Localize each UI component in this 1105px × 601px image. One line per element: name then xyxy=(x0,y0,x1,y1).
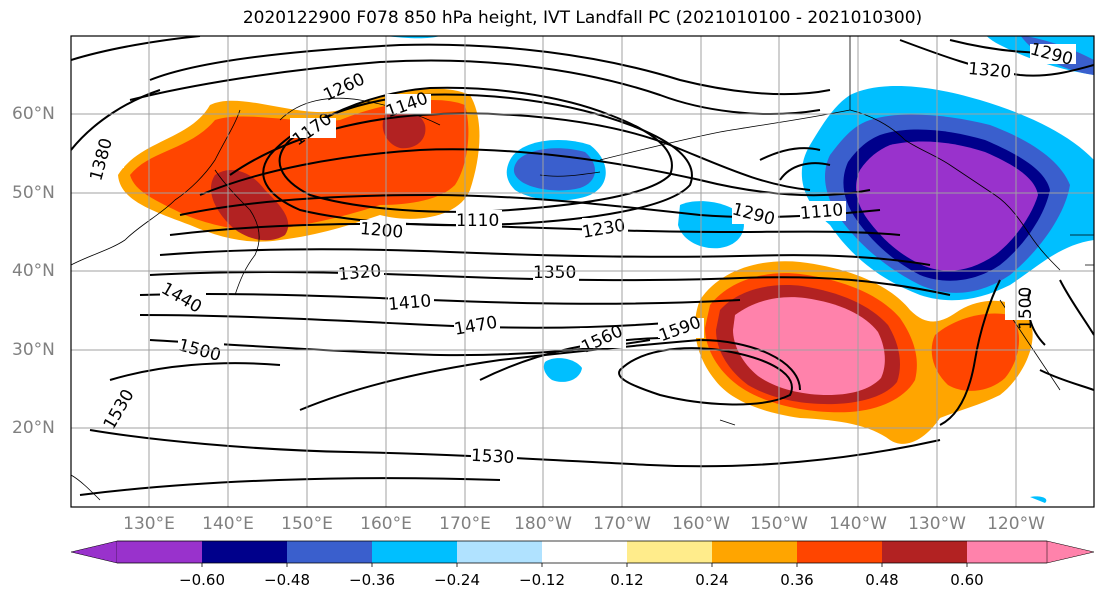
contour-label: 1440 xyxy=(158,279,205,318)
contour-label: 1110 xyxy=(799,200,844,224)
lon-label: 130°E xyxy=(123,514,175,534)
contour-label: 1500 xyxy=(1016,287,1036,330)
lon-label: 170°E xyxy=(439,514,491,534)
lon-label: 160°E xyxy=(360,514,412,534)
colorbar xyxy=(70,540,1095,567)
contour-label: 1530 xyxy=(470,446,514,468)
map-title: 2020122900 F078 850 hPa height, IVT Land… xyxy=(242,8,923,28)
lon-label: 180°W xyxy=(514,514,572,534)
lat-label: 60°N xyxy=(12,104,55,124)
lat-label: 20°N xyxy=(12,418,55,438)
lon-label: 170°W xyxy=(593,514,651,534)
lon-label: 130°W xyxy=(908,514,966,534)
colorbar-tick-label: 0.48 xyxy=(865,571,899,589)
lon-label: 120°W xyxy=(987,514,1045,534)
colorbar-tick-label: −0.60 xyxy=(179,571,225,589)
colorbar-tick-label: −0.12 xyxy=(519,571,565,589)
lon-label: 150°E xyxy=(281,514,333,534)
colorbar-tick-label: 0.24 xyxy=(695,571,729,589)
contour-label: 1350 xyxy=(533,263,576,283)
colorbar-tick-label: 0.60 xyxy=(950,571,984,589)
lon-label: 160°W xyxy=(672,514,730,534)
coastlines xyxy=(71,36,1094,501)
colorbar-tick-label: −0.48 xyxy=(264,571,310,589)
colorbar-tick-label: −0.36 xyxy=(349,571,395,589)
colorbar-tick-label: −0.24 xyxy=(434,571,480,589)
contour-label: 1410 xyxy=(387,291,432,315)
lat-label: 40°N xyxy=(12,261,55,281)
lon-label: 140°E xyxy=(202,514,254,534)
lat-label: 30°N xyxy=(12,340,55,360)
contour-label: 1110 xyxy=(456,211,499,231)
lon-label: 150°W xyxy=(750,514,808,534)
contour-label: 1200 xyxy=(359,219,404,243)
colorbar-tick-label: 0.12 xyxy=(610,571,644,589)
contour-label: 1320 xyxy=(337,261,382,285)
map-frame xyxy=(70,35,1095,508)
lat-label: 50°N xyxy=(12,183,55,203)
contour-label: 1320 xyxy=(967,59,1012,83)
lon-label: 140°W xyxy=(829,514,887,534)
contour-label: 1500 xyxy=(176,335,223,366)
colorbar-tick-label: 0.36 xyxy=(780,571,814,589)
graticule xyxy=(71,36,1094,507)
